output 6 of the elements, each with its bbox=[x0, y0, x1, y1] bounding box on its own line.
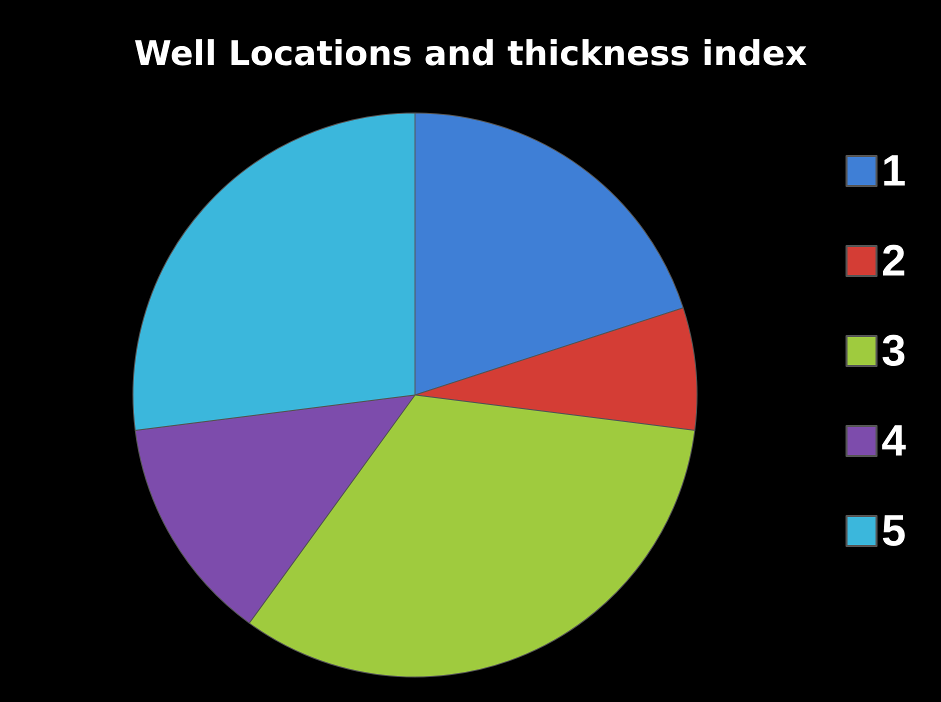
chart-title: Well Locations and thickness index bbox=[134, 34, 808, 74]
legend-label: 1 bbox=[882, 146, 906, 196]
legend-label: 3 bbox=[882, 326, 906, 376]
legend-label: 4 bbox=[882, 416, 907, 466]
legend-label: 5 bbox=[882, 506, 906, 556]
legend-label: 2 bbox=[882, 236, 906, 286]
